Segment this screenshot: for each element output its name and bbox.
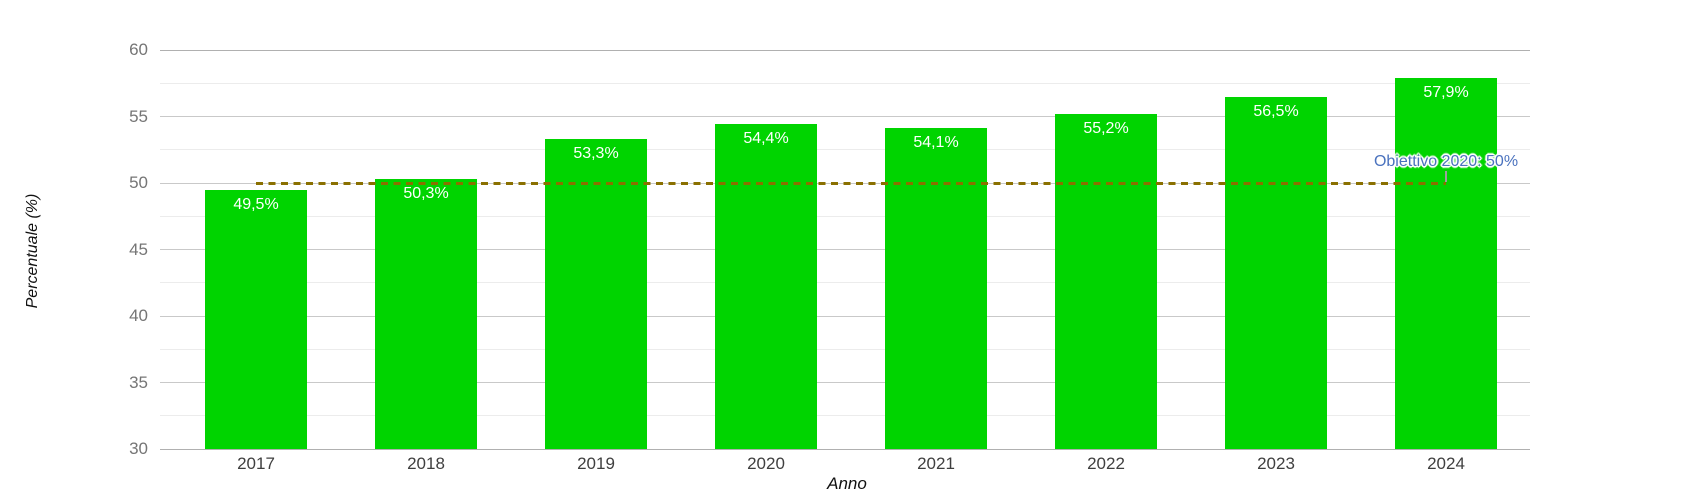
x-tick-label: 2024 [1427, 454, 1465, 473]
bar-value-label: 49,5% [233, 195, 279, 213]
minor-gridline [160, 348, 1530, 350]
annotation-stem [1445, 171, 1447, 182]
bar-2018 [375, 179, 477, 449]
x-tick-label: 2023 [1257, 454, 1295, 473]
bar-2024 [1395, 77, 1497, 449]
x-tick-label: 2022 [1087, 454, 1125, 473]
bar-value-label: 57,9% [1423, 83, 1469, 101]
x-tick-label: 2019 [577, 454, 615, 473]
minor-gridline [160, 82, 1530, 84]
bar-2021 [885, 128, 987, 449]
major-gridline [160, 448, 1530, 450]
bar-value-label: 53,3% [573, 145, 619, 163]
y-tick-label: 55 [129, 106, 148, 126]
major-gridline [160, 249, 1530, 250]
bar-2023 [1225, 96, 1327, 449]
bar-2017 [205, 189, 307, 449]
x-axis-title: Anno [827, 474, 867, 493]
bar-2019 [545, 139, 647, 449]
x-tick-label: 2017 [237, 454, 275, 473]
bar-value-label: 56,5% [1253, 102, 1299, 120]
y-axis-title: Percentuale (%) [24, 193, 41, 309]
x-tick-label: 2018 [407, 454, 445, 473]
major-gridline [160, 382, 1530, 383]
bar-2022 [1055, 113, 1157, 449]
major-gridline [160, 315, 1530, 317]
bar-value-label: 54,4% [743, 130, 789, 148]
target-line [256, 181, 1446, 185]
y-tick-label: 45 [129, 239, 148, 259]
minor-gridline [160, 149, 1530, 151]
bar-value-label: 55,2% [1083, 119, 1129, 137]
y-tick-label: 40 [129, 306, 148, 325]
y-tick-label: 30 [129, 439, 148, 458]
bar-value-label: 50,3% [403, 185, 449, 202]
major-gridline [160, 116, 1530, 117]
minor-gridline [160, 282, 1530, 284]
major-gridline [160, 49, 1530, 51]
y-tick-label: 50 [129, 173, 148, 192]
y-tick-label: 60 [129, 40, 148, 59]
bar-value-label: 54,1% [913, 134, 959, 152]
minor-gridline [160, 215, 1530, 217]
x-tick-label: 2020 [747, 454, 785, 473]
y-tick-label: 35 [129, 372, 148, 392]
x-tick-label: 2021 [917, 454, 955, 473]
minor-gridline [160, 415, 1530, 417]
bar-2020 [715, 124, 817, 449]
target-annotation-label: Obiettivo 2020: 50% [1373, 153, 1519, 170]
